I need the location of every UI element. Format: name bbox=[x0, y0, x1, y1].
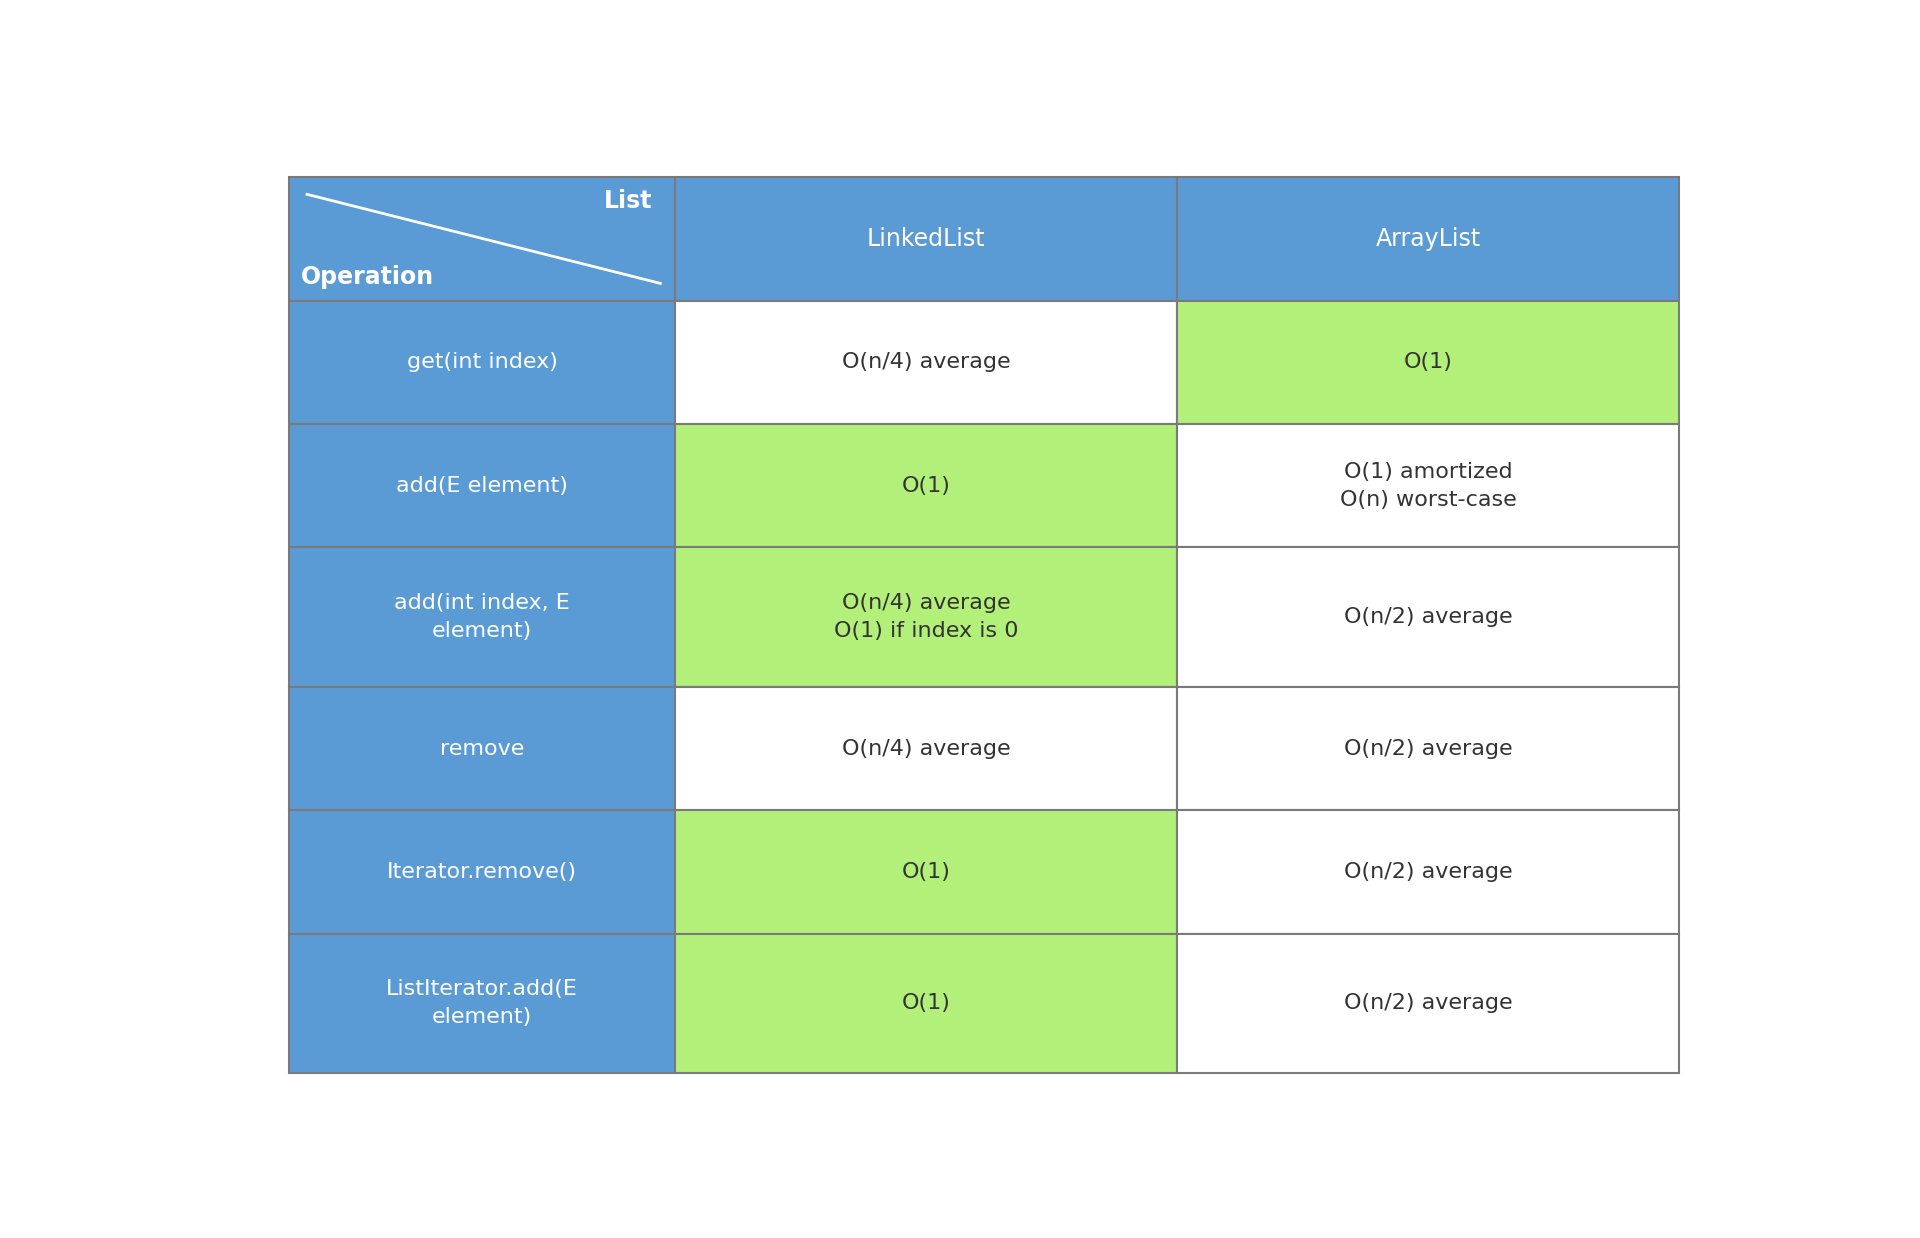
Bar bbox=[676, 687, 1177, 810]
Bar bbox=[290, 301, 676, 423]
Text: ListIterator.add(E
element): ListIterator.add(E element) bbox=[386, 979, 578, 1028]
Text: add(int index, E
element): add(int index, E element) bbox=[394, 593, 570, 641]
Bar bbox=[676, 423, 1177, 547]
Text: List: List bbox=[605, 188, 653, 213]
Bar bbox=[1177, 933, 1678, 1073]
Bar bbox=[1177, 810, 1678, 933]
Bar bbox=[290, 810, 676, 933]
Bar bbox=[1177, 177, 1678, 301]
Bar bbox=[290, 547, 676, 687]
Text: LinkedList: LinkedList bbox=[866, 227, 985, 251]
Bar bbox=[1177, 423, 1678, 547]
Text: Operation: Operation bbox=[301, 265, 434, 290]
Bar bbox=[290, 687, 676, 810]
Text: ArrayList: ArrayList bbox=[1375, 227, 1480, 251]
Text: O(n/2) average: O(n/2) average bbox=[1344, 739, 1513, 759]
Bar bbox=[1177, 547, 1678, 687]
Text: O(n/2) average: O(n/2) average bbox=[1344, 862, 1513, 881]
Text: O(n/2) average: O(n/2) average bbox=[1344, 607, 1513, 628]
Bar bbox=[290, 933, 676, 1073]
Text: O(1): O(1) bbox=[1404, 352, 1452, 373]
Text: O(1): O(1) bbox=[902, 475, 950, 495]
Text: Iterator.remove(): Iterator.remove() bbox=[388, 862, 578, 881]
Text: O(n/4) average: O(n/4) average bbox=[841, 739, 1010, 759]
Bar bbox=[676, 933, 1177, 1073]
Text: O(1): O(1) bbox=[902, 862, 950, 881]
Bar bbox=[290, 177, 676, 301]
Bar bbox=[676, 301, 1177, 423]
Text: O(1): O(1) bbox=[902, 993, 950, 1014]
Text: O(n/2) average: O(n/2) average bbox=[1344, 993, 1513, 1014]
Bar bbox=[676, 810, 1177, 933]
Text: add(E element): add(E element) bbox=[396, 475, 568, 495]
Bar bbox=[1177, 301, 1678, 423]
Bar bbox=[290, 423, 676, 547]
Text: O(n/4) average
O(1) if index is 0: O(n/4) average O(1) if index is 0 bbox=[833, 593, 1018, 641]
Bar bbox=[1177, 687, 1678, 810]
Text: get(int index): get(int index) bbox=[407, 352, 557, 373]
Bar bbox=[676, 547, 1177, 687]
Bar bbox=[676, 177, 1177, 301]
Text: remove: remove bbox=[440, 739, 524, 759]
Text: O(1) amortized
O(n) worst-case: O(1) amortized O(n) worst-case bbox=[1340, 462, 1517, 510]
Text: O(n/4) average: O(n/4) average bbox=[841, 352, 1010, 373]
